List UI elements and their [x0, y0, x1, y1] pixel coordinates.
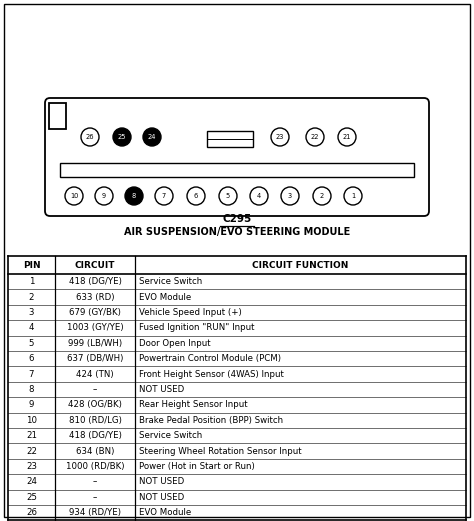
- Text: 934 (RD/YE): 934 (RD/YE): [69, 508, 121, 517]
- Text: 25: 25: [118, 134, 126, 140]
- FancyBboxPatch shape: [45, 98, 429, 216]
- Text: –: –: [93, 385, 97, 394]
- Text: C295: C295: [222, 214, 252, 224]
- Text: –: –: [93, 477, 97, 487]
- Circle shape: [219, 187, 237, 205]
- Text: Service Switch: Service Switch: [139, 431, 202, 440]
- Text: 24: 24: [26, 477, 37, 487]
- Text: AIR SUSPENSION/EVO STEERING MODULE: AIR SUSPENSION/EVO STEERING MODULE: [124, 227, 350, 237]
- Text: 25: 25: [26, 493, 37, 502]
- Circle shape: [281, 187, 299, 205]
- Circle shape: [81, 128, 99, 146]
- Text: 10: 10: [26, 416, 37, 425]
- Text: 6: 6: [194, 193, 198, 199]
- Text: Fused Ignition "RUN" Input: Fused Ignition "RUN" Input: [139, 324, 255, 332]
- Circle shape: [95, 187, 113, 205]
- Circle shape: [155, 187, 173, 205]
- Text: 1000 (RD/BK): 1000 (RD/BK): [66, 462, 124, 471]
- Text: 9: 9: [29, 401, 34, 410]
- Text: 9: 9: [102, 193, 106, 199]
- Text: 21: 21: [26, 431, 37, 440]
- Text: 22: 22: [311, 134, 319, 140]
- Circle shape: [143, 128, 161, 146]
- Text: 810 (RD/LG): 810 (RD/LG): [69, 416, 121, 425]
- Text: 7: 7: [162, 193, 166, 199]
- Text: Vehicle Speed Input (+): Vehicle Speed Input (+): [139, 308, 242, 317]
- Text: 26: 26: [26, 508, 37, 517]
- Bar: [51, 104, 64, 128]
- Text: Door Open Input: Door Open Input: [139, 339, 210, 348]
- Circle shape: [113, 128, 131, 146]
- Circle shape: [313, 187, 331, 205]
- Text: 2: 2: [29, 293, 34, 302]
- Text: 679 (GY/BK): 679 (GY/BK): [69, 308, 121, 317]
- Text: 21: 21: [343, 134, 351, 140]
- Circle shape: [306, 128, 324, 146]
- Text: 5: 5: [226, 193, 230, 199]
- Text: 1: 1: [29, 277, 34, 286]
- Text: Powertrain Control Module (PCM): Powertrain Control Module (PCM): [139, 354, 281, 363]
- Text: 23: 23: [276, 134, 284, 140]
- Text: NOT USED: NOT USED: [139, 493, 184, 502]
- Text: 10: 10: [70, 193, 78, 199]
- Text: 999 (LB/WH): 999 (LB/WH): [68, 339, 122, 348]
- Text: 637 (DB/WH): 637 (DB/WH): [67, 354, 123, 363]
- Circle shape: [187, 187, 205, 205]
- Text: 6: 6: [29, 354, 34, 363]
- Text: 1003 (GY/YE): 1003 (GY/YE): [67, 324, 123, 332]
- Text: EVO Module: EVO Module: [139, 508, 191, 517]
- Text: EVO Module: EVO Module: [139, 293, 191, 302]
- Text: –: –: [93, 493, 97, 502]
- Text: 418 (DG/YE): 418 (DG/YE): [69, 431, 121, 440]
- Text: Front Height Sensor (4WAS) Input: Front Height Sensor (4WAS) Input: [139, 369, 284, 379]
- Text: Steering Wheel Rotation Sensor Input: Steering Wheel Rotation Sensor Input: [139, 446, 301, 455]
- Circle shape: [271, 128, 289, 146]
- Bar: [60, 163, 414, 177]
- Text: 3: 3: [29, 308, 34, 317]
- Text: 24: 24: [148, 134, 156, 140]
- Circle shape: [344, 187, 362, 205]
- Text: Power (Hot in Start or Run): Power (Hot in Start or Run): [139, 462, 255, 471]
- Text: 23: 23: [26, 462, 37, 471]
- Text: 634 (BN): 634 (BN): [76, 446, 114, 455]
- Text: CIRCUIT: CIRCUIT: [75, 260, 115, 269]
- Text: Service Switch: Service Switch: [139, 277, 202, 286]
- Text: 424 (TN): 424 (TN): [76, 369, 114, 379]
- Bar: [207, 131, 253, 147]
- Text: Brake Pedal Position (BPP) Switch: Brake Pedal Position (BPP) Switch: [139, 416, 283, 425]
- Circle shape: [338, 128, 356, 146]
- Circle shape: [125, 187, 143, 205]
- Text: 8: 8: [132, 193, 136, 199]
- Text: 5: 5: [29, 339, 34, 348]
- Text: 3: 3: [288, 193, 292, 199]
- Text: Rear Height Sensor Input: Rear Height Sensor Input: [139, 401, 247, 410]
- Circle shape: [65, 187, 83, 205]
- Circle shape: [250, 187, 268, 205]
- Text: NOT USED: NOT USED: [139, 385, 184, 394]
- Text: 8: 8: [29, 385, 34, 394]
- Text: 633 (RD): 633 (RD): [76, 293, 114, 302]
- Text: 2: 2: [320, 193, 324, 199]
- Bar: [49, 103, 66, 129]
- Text: 4: 4: [257, 193, 261, 199]
- Text: NOT USED: NOT USED: [139, 477, 184, 487]
- Text: 428 (OG/BK): 428 (OG/BK): [68, 401, 122, 410]
- Text: 7: 7: [29, 369, 34, 379]
- Text: 1: 1: [351, 193, 355, 199]
- Text: 26: 26: [86, 134, 94, 140]
- Text: 4: 4: [29, 324, 34, 332]
- Text: 418 (DG/YE): 418 (DG/YE): [69, 277, 121, 286]
- Text: CIRCUIT FUNCTION: CIRCUIT FUNCTION: [252, 260, 349, 269]
- Text: PIN: PIN: [23, 260, 40, 269]
- Text: 22: 22: [26, 446, 37, 455]
